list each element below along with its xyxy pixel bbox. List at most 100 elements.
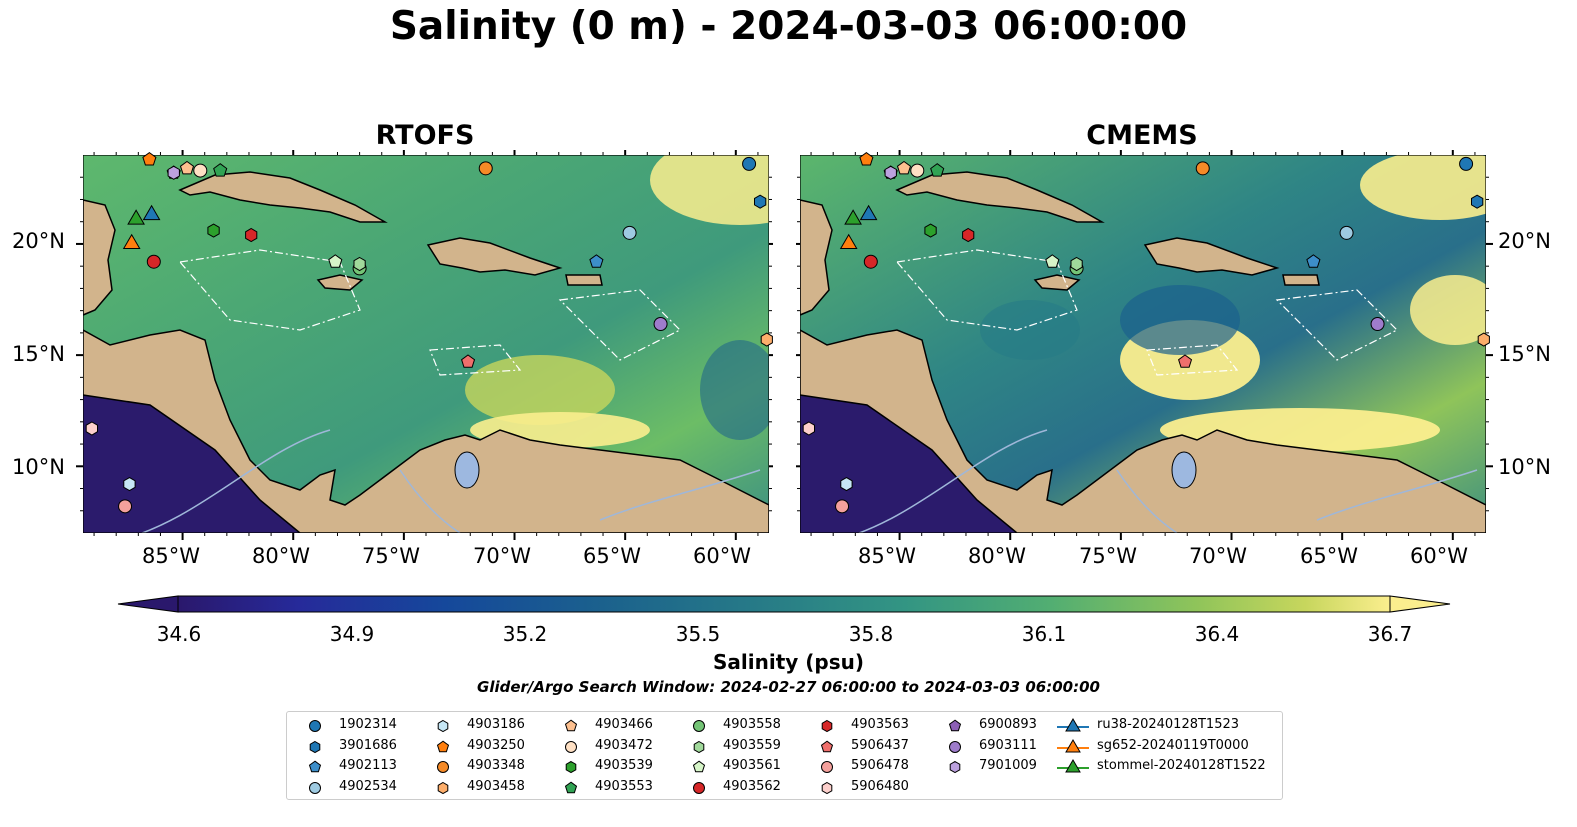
lon-tick-b: 80°W	[968, 544, 1026, 568]
eez-boundaries	[895, 249, 1399, 376]
legend-label: 4903558	[723, 717, 781, 732]
float-marker-3901686	[1471, 194, 1484, 209]
land-central-south-america	[83, 329, 769, 533]
legend-marker	[437, 781, 449, 794]
float-marker-1902314	[1459, 156, 1474, 171]
low-salinity-patch	[700, 340, 769, 440]
legend-marker	[693, 740, 705, 753]
map-cmems	[800, 155, 1486, 533]
lat-tick-left: 20°N	[12, 229, 65, 253]
land-jamaica	[1033, 274, 1081, 291]
glider-marker-ru38-20240128T1523	[859, 204, 878, 221]
land-yucatan	[83, 199, 116, 316]
legend-marker	[821, 781, 833, 794]
legend-label: 7901009	[979, 758, 1037, 773]
legend-marker	[1057, 759, 1089, 773]
land-hispaniola	[1143, 237, 1280, 276]
lon-tick-b: 75°W	[1079, 544, 1137, 568]
high-salinity-patch	[465, 355, 615, 425]
rivers	[139, 429, 761, 533]
legend-label: stommel-20240128T1522	[1097, 758, 1266, 773]
legend-marker	[1057, 738, 1089, 752]
colorbar-tick: 36.1	[1021, 622, 1067, 646]
legend-label: 4902113	[339, 758, 397, 773]
colorbar-tick: 35.8	[848, 622, 894, 646]
eez-boundaries	[178, 249, 682, 376]
legend-marker	[693, 781, 705, 794]
float-marker-4903458	[760, 332, 773, 347]
float-marker-4903563	[245, 227, 258, 243]
legend-label: 4903472	[595, 737, 653, 753]
float-marker-7901009	[884, 165, 897, 180]
glider-marker-stommel-20240128T1522	[127, 209, 145, 225]
colorbar	[117, 595, 1451, 613]
lon-tick-a: 60°W	[693, 544, 751, 568]
marker-layer	[85, 151, 1490, 514]
legend-label: 4903561	[723, 758, 781, 773]
legend-label: 4903466	[595, 717, 653, 732]
land-hispaniola	[426, 237, 563, 276]
legend-label: 4903250	[467, 737, 525, 753]
land-yucatan	[800, 199, 833, 316]
legend-label: 5906480	[851, 778, 909, 794]
colorbar-label: Salinity (psu)	[712, 650, 864, 674]
legend-label: 4903563	[851, 717, 909, 732]
legend-label: 4903539	[595, 758, 653, 773]
map-rtofs	[83, 155, 769, 533]
legend-marker	[1057, 718, 1089, 732]
colorbar-tick: 34.9	[329, 622, 375, 646]
glider-marker-ru38-20240128T1523	[142, 204, 161, 221]
lat-tick-left: 10°N	[12, 455, 65, 479]
low-salinity-patch	[980, 300, 1080, 360]
colorbar-tick: 34.6	[156, 622, 202, 646]
pacific-ocean	[800, 395, 1017, 533]
legend-label: 6900893	[979, 717, 1037, 732]
panel-title-rtofs: RTOFS	[375, 120, 475, 151]
land-central-south-america	[800, 329, 1486, 533]
float-marker-4903472	[193, 163, 208, 178]
legend-label: ru38-20240128T1523	[1097, 717, 1240, 732]
colorbar-extend-max	[1389, 595, 1451, 613]
figure-title: Salinity (0 m) - 2024-03-03 06:00:00	[389, 4, 1188, 49]
colorbar-tick: 35.5	[675, 622, 721, 646]
float-marker-4902113	[589, 254, 604, 268]
float-marker-5906480	[802, 421, 815, 436]
legend-marker	[949, 740, 961, 753]
legend-marker	[821, 761, 833, 773]
high-salinity-patch	[650, 155, 769, 225]
float-marker-1902314	[742, 156, 757, 171]
rivers	[856, 429, 1478, 533]
float-marker-4903250	[859, 151, 874, 166]
land-cuba	[178, 171, 388, 223]
legend-marker	[693, 720, 705, 732]
legend-marker	[949, 760, 961, 774]
search-window-caption: Glider/Argo Search Window: 2024-02-27 06…	[477, 678, 1100, 696]
float-marker-4903553	[213, 163, 228, 177]
legend-marker	[436, 740, 450, 752]
float-marker-4902534	[622, 225, 637, 240]
legend-label: 4903458	[467, 778, 525, 794]
float-marker-7901009	[167, 165, 180, 180]
legend-label: 4903559	[723, 737, 781, 753]
legend-label: 5906478	[851, 758, 909, 773]
land-puerto-rico	[1282, 274, 1320, 286]
lat-tick-right: 15°N	[1498, 342, 1551, 366]
lon-tick-b: 70°W	[1189, 544, 1247, 568]
legend-marker	[437, 761, 449, 773]
legend-label: 4902534	[339, 778, 397, 794]
float-marker-4903559	[353, 256, 366, 272]
legend-label: sg652-20240119T0000	[1097, 737, 1249, 753]
legend-label: 4903553	[595, 778, 653, 794]
lake-maracaibo	[454, 451, 480, 489]
float-marker-4903186	[123, 477, 136, 492]
lon-tick-b: 85°W	[858, 544, 916, 568]
legend-label: 4903186	[467, 717, 525, 732]
float-marker-4903466	[896, 160, 912, 175]
float-marker-4903348	[1195, 161, 1210, 176]
float-marker-4903562	[146, 254, 161, 269]
float-marker-4903539	[924, 223, 937, 238]
legend-label: 4903562	[723, 778, 781, 794]
glider-marker-sg652-20240119T0000	[839, 233, 858, 249]
float-marker-4903563	[962, 227, 975, 243]
float-marker-5906437	[1178, 354, 1193, 368]
